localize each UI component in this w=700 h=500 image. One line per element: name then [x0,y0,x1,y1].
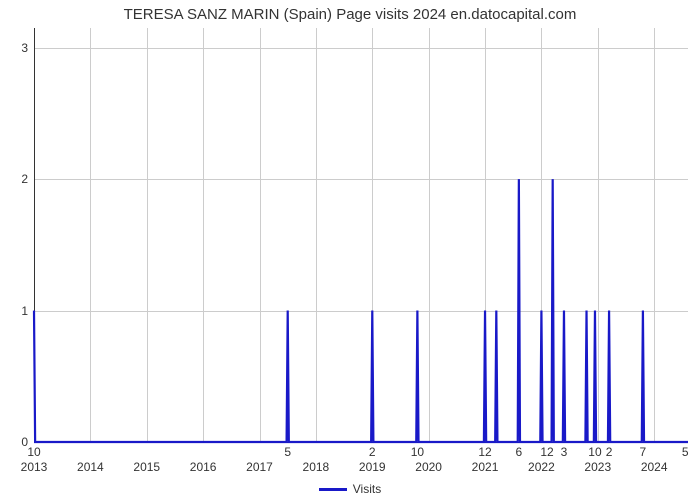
x-tick-label: 2017 [246,460,273,474]
x-tick-label: 2014 [77,460,104,474]
plot-area: 0123201320142015201620172018201920202021… [34,28,688,442]
value-label: 10 [27,445,40,459]
legend-swatch [319,488,347,491]
value-label: 2 [369,445,376,459]
x-tick-label: 2023 [584,460,611,474]
value-label: 6 [516,445,523,459]
x-tick-label: 2016 [190,460,217,474]
value-label: 5 [284,445,291,459]
series-line [34,28,688,442]
x-tick-label: 2019 [359,460,386,474]
y-tick-label: 1 [21,304,28,318]
legend: Visits [0,482,700,496]
value-label: 7 [640,445,647,459]
chart-container: TERESA SANZ MARIN (Spain) Page visits 20… [0,0,700,500]
x-tick-label: 2020 [415,460,442,474]
x-tick-label: 2018 [303,460,330,474]
value-label: 12 [478,445,491,459]
x-tick-label: 2022 [528,460,555,474]
value-label: 10 [411,445,424,459]
x-tick-label: 2013 [21,460,48,474]
value-label: 5 [682,445,689,459]
x-tick-label: 2024 [641,460,668,474]
y-tick-label: 3 [21,41,28,55]
value-label: 3 [561,445,568,459]
x-tick-label: 2021 [472,460,499,474]
x-tick-label: 2015 [133,460,160,474]
value-label: 2 [606,445,613,459]
value-label: 12 [540,445,553,459]
value-label: 10 [588,445,601,459]
legend-label: Visits [353,482,381,496]
y-tick-label: 2 [21,172,28,186]
chart-title: TERESA SANZ MARIN (Spain) Page visits 20… [0,6,700,23]
